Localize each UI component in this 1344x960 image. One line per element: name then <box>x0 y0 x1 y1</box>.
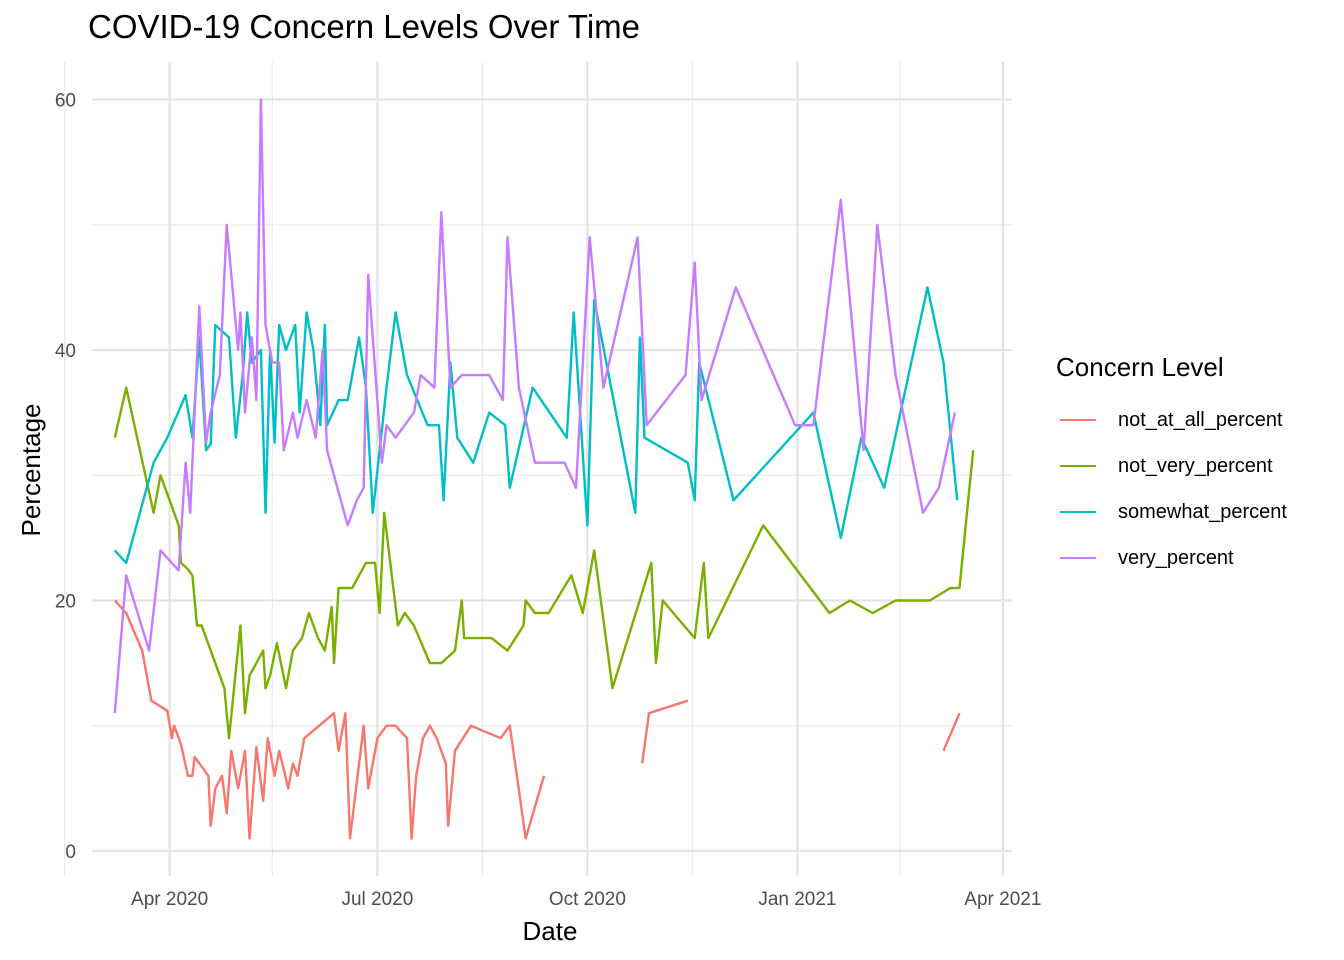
y-tick-label: 60 <box>55 91 76 112</box>
series-line-very-percent <box>113 98 957 714</box>
legend-item-not-at-all-percent: not_at_all_percent <box>1056 397 1287 443</box>
x-tick-label: Jan 2021 <box>758 889 836 910</box>
grid <box>64 62 1012 876</box>
x-axis-label: Date <box>523 916 578 946</box>
y-tick-label: 40 <box>55 341 76 362</box>
series-line-not-at-all-percent <box>113 599 961 840</box>
y-tick-label: 0 <box>65 842 76 863</box>
legend-label: not_very_percent <box>1118 454 1273 477</box>
series-line-somewhat-percent <box>113 286 959 565</box>
legend-item-somewhat-percent: somewhat_percent <box>1056 489 1287 535</box>
legend: Concern Level not_at_all_percent not_very… <box>1056 352 1287 581</box>
x-axis-ticks: Apr 2020 Jul 2020 Oct 2020 Jan 2021 Apr 2021 <box>131 889 1041 910</box>
x-tick-label: Apr 2021 <box>964 889 1041 910</box>
legend-swatch <box>1060 419 1096 421</box>
y-axis-ticks: 0 20 40 60 <box>55 91 76 863</box>
y-axis-label: Percentage <box>16 404 46 537</box>
x-tick-label: Jul 2020 <box>341 889 413 910</box>
series-line-not-very-percent <box>113 386 975 740</box>
legend-label: somewhat_percent <box>1118 500 1287 523</box>
legend-swatch <box>1060 557 1096 559</box>
legend-item-very-percent: very_percent <box>1056 535 1287 581</box>
x-tick-label: Oct 2020 <box>549 889 626 910</box>
y-tick-label: 20 <box>55 591 76 612</box>
legend-item-not-very-percent: not_very_percent <box>1056 443 1287 489</box>
legend-swatch <box>1060 465 1096 467</box>
chart-title: COVID-19 Concern Levels Over Time <box>88 8 641 45</box>
x-tick-label: Apr 2020 <box>131 889 208 910</box>
legend-title: Concern Level <box>1056 352 1224 382</box>
legend-swatch <box>1060 511 1096 513</box>
legend-label: very_percent <box>1118 546 1234 569</box>
series-lines <box>113 98 975 840</box>
legend-label: not_at_all_percent <box>1118 408 1283 431</box>
